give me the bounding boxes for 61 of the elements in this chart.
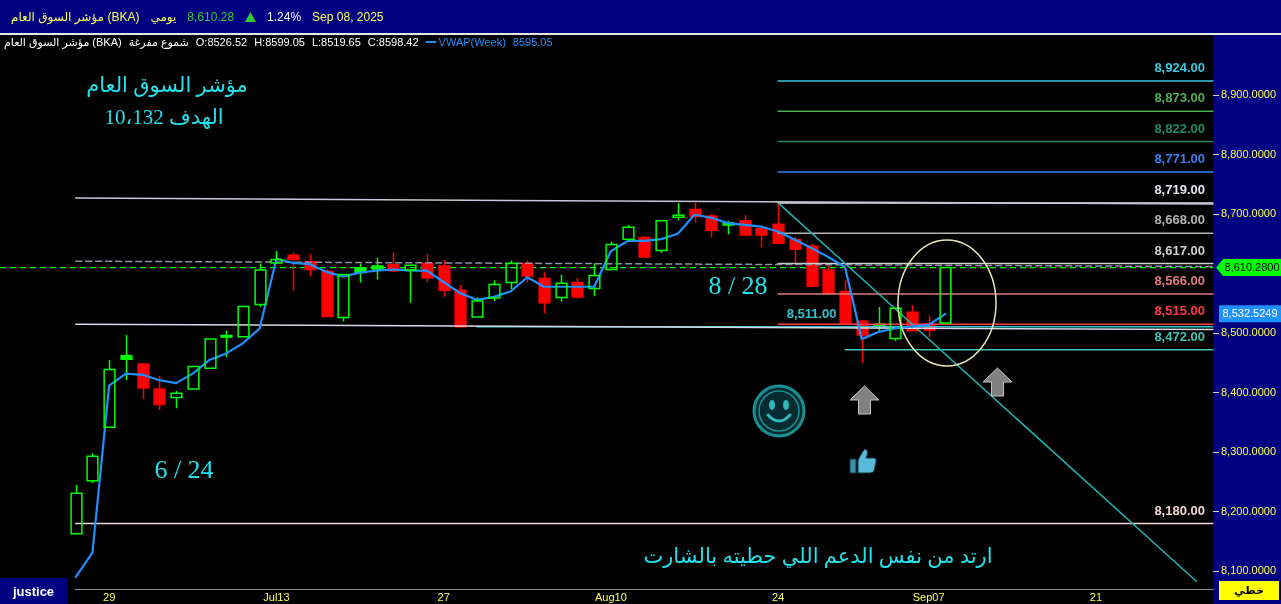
- annotation: ارتد من نفس الدعم اللي حطيته بالشارت: [643, 543, 993, 569]
- data-label: 8,515.00: [1154, 303, 1205, 319]
- text: 8,610.28: [187, 9, 235, 24]
- x-tick-label: Aug10: [594, 590, 627, 603]
- annotation: 8595.05: [512, 36, 553, 48]
- candlestick: [237, 305, 250, 338]
- candlestick: [137, 362, 150, 400]
- annotation: مؤشر السوق العام (BKA): [4, 35, 122, 49]
- annotation: O:8526.52: [195, 36, 248, 48]
- candlestick: [789, 236, 802, 265]
- candlestick: [287, 251, 300, 292]
- annotation: شموع مفرغة: [128, 35, 189, 49]
- candlestick: [204, 338, 217, 370]
- x-tick-label: 27: [437, 590, 450, 603]
- data-label: 8,668.00: [1154, 212, 1205, 228]
- annotation: 8 / 28: [708, 270, 768, 300]
- annotation: الهدف 10،132: [104, 104, 224, 129]
- candlestick: [187, 365, 200, 390]
- annotation: 6 / 24: [154, 454, 214, 484]
- candlestick: [120, 334, 133, 381]
- label-box: justice: [0, 578, 67, 604]
- candlestick: [822, 264, 835, 296]
- ref-line-label: 8,610.2800: [1224, 261, 1280, 274]
- chart-subtitle: يومي: [150, 9, 177, 24]
- y-tick-label: 8,800.0000: [1221, 147, 1277, 160]
- data-label: 8,924.00: [1154, 59, 1205, 75]
- y-tick-label: 8,400.0000: [1221, 385, 1277, 398]
- data-label: 8,566.00: [1154, 272, 1205, 288]
- legend-label: VWAP(Week): [438, 36, 506, 48]
- y-tick-label: 8,100.0000: [1221, 564, 1277, 577]
- candlestick: [638, 235, 651, 258]
- data-label: 8,873.00: [1154, 90, 1205, 106]
- annotation: L:8519.65: [311, 36, 361, 48]
- x-tick-label: Sep07: [912, 590, 945, 603]
- annotation: C:8598.42: [367, 36, 419, 48]
- candlestick: [521, 259, 534, 284]
- candlestick: [220, 330, 233, 358]
- x-tick-label: 29: [103, 590, 116, 603]
- y-tick-label: 8,500.0000: [1221, 326, 1277, 339]
- x-tick-label: 21: [1089, 590, 1103, 603]
- data-label: 8,617.00: [1154, 242, 1205, 258]
- data-label: 8,472.00: [1154, 328, 1205, 344]
- text: 8,511.00: [786, 305, 837, 321]
- text: Sep 08, 2025: [312, 9, 384, 24]
- data-label: 8,822.00: [1154, 120, 1205, 136]
- y-tick-label: 8,200.0000: [1221, 504, 1277, 517]
- text: 1.24%: [267, 9, 302, 24]
- y-tick-label: 8,700.0000: [1221, 207, 1277, 220]
- y-tick-label: 8,900.0000: [1221, 88, 1277, 101]
- data-label: 8,771.00: [1154, 151, 1205, 167]
- x-tick-label: Jul13: [263, 590, 290, 603]
- y-tick-label: 8,300.0000: [1221, 445, 1277, 458]
- x-tick-label: 24: [772, 590, 785, 603]
- text: 8,532.5249: [1222, 307, 1278, 320]
- button: خطي: [1219, 581, 1279, 600]
- data-label: 8,180.00: [1154, 502, 1205, 518]
- chart-title: مؤشر السوق العام (BKA): [11, 9, 140, 24]
- candlestick: [153, 375, 166, 411]
- annotation: H:8599.05: [254, 36, 305, 48]
- annotation: مؤشر السوق العام: [86, 72, 248, 97]
- data-label: 8,719.00: [1154, 181, 1205, 197]
